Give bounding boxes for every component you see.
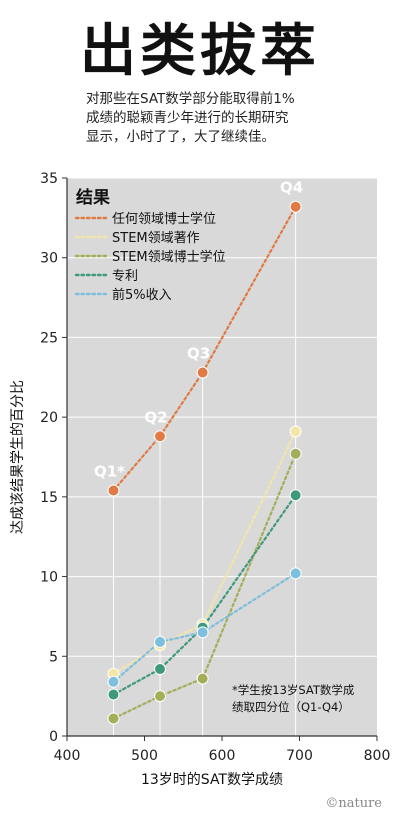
data-point (289, 447, 302, 460)
x-tick-label: 400 (54, 748, 81, 764)
legend-label: 前5%收入 (112, 287, 172, 303)
subtitle-line-1: 对那些在SAT数学部分能取得前1% (86, 91, 295, 107)
data-point (154, 690, 166, 703)
y-tick-label: 0 (49, 729, 58, 745)
data-point (107, 484, 120, 497)
x-tick-label: 600 (209, 748, 236, 764)
legend-title: 结果 (76, 187, 110, 208)
y-tick-label: 15 (40, 490, 58, 506)
data-point (196, 626, 209, 639)
x-tick-label: 500 (131, 748, 158, 764)
legend-label: STEM领域博士学位 (112, 249, 226, 265)
data-point (196, 672, 209, 685)
series-line-3 (112, 494, 297, 696)
y-tick-label: 10 (40, 570, 58, 586)
footnote-line: 绩取四分位（Q1-Q4） (232, 700, 350, 714)
y-tick-label: 30 (40, 251, 58, 267)
page-subtitle: 对那些在SAT数学部分能取得前1% 成绩的聪颖青少年进行的长期研究 显示，小时了… (86, 90, 386, 147)
data-point (107, 675, 120, 688)
y-tick-label: 25 (40, 330, 58, 346)
data-point (107, 688, 120, 701)
data-point (154, 635, 166, 648)
subtitle-line-2: 成绩的聪颖青少年进行的长期研究 (86, 110, 289, 126)
page-title: 出类拔萃 (80, 19, 320, 84)
quartile-label: Q2 (144, 408, 167, 426)
quartile-label: Q4 (280, 179, 303, 197)
series-line-1 (112, 430, 297, 675)
y-tick-label: 20 (40, 410, 58, 426)
plot-area (67, 178, 377, 736)
subtitle-line-3: 显示，小时了了，大了继续佳。 (86, 129, 275, 145)
data-point (154, 430, 166, 443)
y-tick-label: 5 (49, 649, 58, 665)
footnote-line: *学生按13岁SAT数学成 (232, 683, 355, 697)
data-point (289, 567, 302, 580)
data-point (289, 425, 302, 438)
quartile-label: Q1* (94, 462, 125, 480)
data-point (154, 663, 166, 676)
series-line-2 (112, 452, 297, 720)
legend-label: 专利 (112, 269, 138, 284)
credit-label: ©nature (325, 796, 382, 811)
series-line-0 (112, 205, 297, 492)
legend-label: STEM领域著作 (112, 231, 200, 246)
x-axis-label: 13岁时的SAT数学成绩 (141, 772, 283, 788)
y-axis-label: 达成该结果学生的百分比 (10, 380, 26, 534)
data-point (289, 489, 302, 502)
data-point (107, 712, 120, 725)
x-tick-label: 800 (364, 748, 391, 764)
y-tick-label: 35 (40, 171, 58, 187)
legend-label: 任何领域博士学位 (112, 211, 216, 227)
x-tick-label: 700 (286, 748, 313, 764)
data-point (196, 366, 209, 379)
series-line-4 (112, 572, 297, 683)
quartile-label: Q3 (187, 345, 210, 363)
data-point (289, 200, 302, 213)
